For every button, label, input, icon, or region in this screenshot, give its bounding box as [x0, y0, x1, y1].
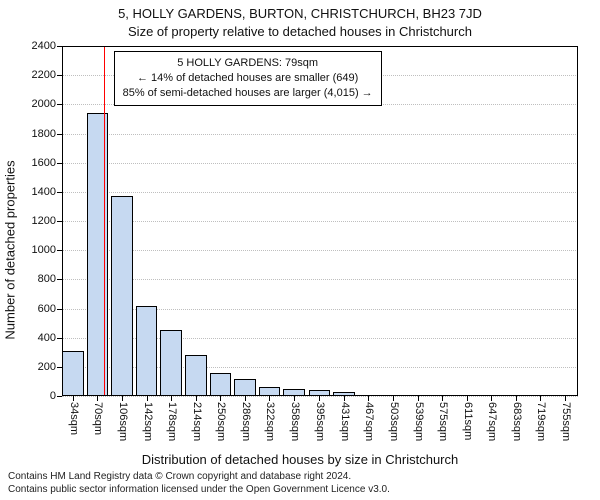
xtick-label: 719sqm — [535, 402, 547, 441]
ytick-label: 1400 — [32, 186, 62, 198]
gridline — [62, 250, 578, 251]
ytick-label: 1800 — [32, 128, 62, 140]
ytick-label: 1200 — [32, 215, 62, 227]
xtick-mark — [294, 396, 295, 401]
histogram-bar — [259, 387, 281, 396]
xtick-mark — [565, 396, 566, 401]
histogram-bar — [111, 196, 133, 396]
xtick-mark — [540, 396, 541, 401]
xtick-label: 178sqm — [166, 402, 178, 441]
footer-line-2: Contains public sector information licen… — [8, 483, 390, 496]
gridline — [62, 192, 578, 193]
xtick-mark — [418, 396, 419, 401]
address-title: 5, HOLLY GARDENS, BURTON, CHRISTCHURCH, … — [0, 6, 600, 21]
histogram-bar — [62, 351, 84, 396]
gridline — [62, 163, 578, 164]
ytick-label: 1600 — [32, 157, 62, 169]
xtick-mark — [269, 396, 270, 401]
xtick-label: 34sqm — [68, 402, 80, 435]
histogram-bar — [160, 330, 182, 396]
xtick-label: 575sqm — [437, 402, 449, 441]
xtick-label: 142sqm — [142, 402, 154, 441]
ytick-label: 1000 — [32, 244, 62, 256]
gridline — [62, 221, 578, 222]
ytick-label: 0 — [50, 390, 62, 402]
plot-area: 0200400600800100012001400160018002000220… — [62, 46, 578, 396]
annotation-larger: 85% of semi-detached houses are larger (… — [123, 86, 373, 101]
ytick-label: 2000 — [32, 98, 62, 110]
annotation-box: 5 HOLLY GARDENS: 79sqm← 14% of detached … — [114, 51, 382, 106]
xtick-mark — [393, 396, 394, 401]
xtick-label: 322sqm — [264, 402, 276, 441]
xtick-label: 503sqm — [388, 402, 400, 441]
subtitle: Size of property relative to detached ho… — [0, 24, 600, 39]
xtick-mark — [368, 396, 369, 401]
xtick-mark — [73, 396, 74, 401]
xtick-label: 286sqm — [240, 402, 252, 441]
ytick-label: 2400 — [32, 40, 62, 52]
ytick-label: 2200 — [32, 69, 62, 81]
xtick-mark — [147, 396, 148, 401]
xtick-label: 214sqm — [191, 402, 203, 441]
xtick-mark — [442, 396, 443, 401]
histogram-bar — [234, 379, 256, 397]
footer-line-1: Contains HM Land Registry data © Crown c… — [8, 470, 390, 483]
xtick-mark — [491, 396, 492, 401]
xtick-mark — [97, 396, 98, 401]
xtick-mark — [344, 396, 345, 401]
xtick-mark — [467, 396, 468, 401]
chart-container: 5, HOLLY GARDENS, BURTON, CHRISTCHURCH, … — [0, 0, 600, 500]
x-axis-label: Distribution of detached houses by size … — [0, 452, 600, 467]
xtick-label: 755sqm — [560, 402, 572, 441]
xtick-label: 106sqm — [117, 402, 129, 441]
xtick-label: 467sqm — [363, 402, 375, 441]
xtick-mark — [245, 396, 246, 401]
annotation-smaller: ← 14% of detached houses are smaller (64… — [123, 71, 373, 86]
xtick-label: 395sqm — [314, 402, 326, 441]
xtick-label: 683sqm — [511, 402, 523, 441]
histogram-bar — [210, 373, 232, 396]
xtick-label: 250sqm — [215, 402, 227, 441]
histogram-bar — [185, 355, 207, 396]
xtick-mark — [196, 396, 197, 401]
xtick-label: 539sqm — [413, 402, 425, 441]
histogram-bar — [283, 389, 305, 396]
annotation-subject: 5 HOLLY GARDENS: 79sqm — [123, 56, 373, 71]
ytick-label: 800 — [38, 273, 62, 285]
xtick-mark — [122, 396, 123, 401]
gridline — [62, 279, 578, 280]
y-axis-label: Number of detached properties — [3, 160, 18, 339]
subject-marker-line — [104, 46, 105, 396]
xtick-mark — [171, 396, 172, 401]
histogram-bar — [136, 306, 158, 396]
gridline — [62, 46, 578, 47]
histogram-bar — [87, 113, 109, 396]
gridline — [62, 134, 578, 135]
xtick-label: 431sqm — [339, 402, 351, 441]
footer-licence: Contains HM Land Registry data © Crown c… — [8, 470, 390, 496]
xtick-label: 70sqm — [92, 402, 104, 435]
xtick-label: 611sqm — [462, 402, 474, 440]
xtick-mark — [220, 396, 221, 401]
ytick-label: 400 — [38, 332, 62, 344]
ytick-label: 200 — [38, 361, 62, 373]
ytick-label: 600 — [38, 303, 62, 315]
xtick-label: 647sqm — [486, 402, 498, 441]
xtick-mark — [319, 396, 320, 401]
xtick-label: 358sqm — [289, 402, 301, 441]
xtick-mark — [516, 396, 517, 401]
